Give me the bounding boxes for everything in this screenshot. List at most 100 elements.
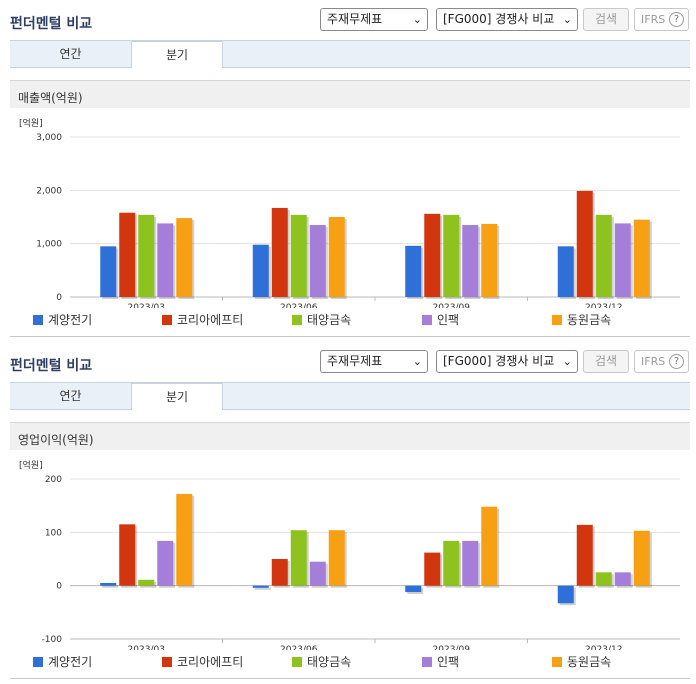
y-tick-label: 1,000 xyxy=(36,240,62,250)
bar xyxy=(424,213,441,297)
bar xyxy=(633,219,650,297)
legend-item[interactable]: 인팩 xyxy=(422,653,459,670)
help-icon[interactable]: ? xyxy=(669,354,684,369)
y-tick-label: 0 xyxy=(56,582,62,592)
legend-label: 동원금속 xyxy=(567,313,612,327)
legend-label: 인팩 xyxy=(437,655,460,669)
legend-label: 코리아에프티 xyxy=(177,655,244,669)
help-icon[interactable]: ? xyxy=(669,12,684,27)
bar xyxy=(176,493,193,586)
bar xyxy=(100,246,117,297)
legend-swatch xyxy=(162,315,172,325)
panel-title: 펀더멘털 비교 xyxy=(10,358,93,374)
bar xyxy=(271,207,288,297)
ifrs-button[interactable]: IFRS ? xyxy=(634,8,689,31)
sales-bar-chart: [억원] 0 1,000 2,000 3,000 2023/03 2023/06 2023/0… xyxy=(19,117,680,308)
legend-item[interactable]: 태양금속 xyxy=(292,311,351,328)
legend-swatch xyxy=(422,657,432,667)
bar xyxy=(576,190,593,297)
y-tick-label: 100 xyxy=(45,528,62,538)
section-header: 매출액(억원) xyxy=(10,80,690,108)
bar xyxy=(328,217,345,297)
bar xyxy=(252,585,269,588)
ifrs-label: IFRS xyxy=(641,355,666,368)
legend-item[interactable]: 동원금속 xyxy=(552,311,611,328)
bar xyxy=(252,244,269,297)
bar xyxy=(271,559,288,586)
bar xyxy=(557,246,574,297)
search-button[interactable]: 검색 xyxy=(583,350,629,373)
chevron-down-icon: ⌄ xyxy=(412,355,422,368)
chevron-down-icon: ⌄ xyxy=(562,355,572,368)
bar xyxy=(481,223,498,297)
bar xyxy=(290,214,307,297)
statement-select[interactable]: 주재무제표 ⌄ xyxy=(320,8,428,31)
bar xyxy=(405,585,422,593)
bar-shadow xyxy=(254,587,271,590)
bar xyxy=(100,583,117,586)
bar xyxy=(633,530,650,586)
compare-select-value: [FG000] 경쟁사 비교 xyxy=(443,12,555,26)
legend-swatch xyxy=(552,657,562,667)
x-tick-label: 2023/09 xyxy=(433,303,471,308)
legend-label: 동원금속 xyxy=(567,655,612,669)
legend-label: 태양금속 xyxy=(307,313,352,327)
x-tick-label: 2023/12 xyxy=(585,645,622,650)
legend-item[interactable]: 코리아에프티 xyxy=(162,653,243,670)
legend-item[interactable]: 인팩 xyxy=(422,311,459,328)
bar xyxy=(576,524,593,586)
y-unit-label: [억원] xyxy=(19,459,43,471)
legend-swatch xyxy=(292,657,302,667)
bar xyxy=(157,540,174,586)
statement-select-value: 주재무제표 xyxy=(327,12,383,26)
legend-swatch xyxy=(33,315,43,325)
x-tick-label: 2023/03 xyxy=(128,645,165,650)
compare-select-value: [FG000] 경쟁사 비교 xyxy=(443,354,555,368)
bar xyxy=(462,540,479,586)
bar xyxy=(595,214,612,297)
bar xyxy=(443,540,460,586)
y-tick-label: 3,000 xyxy=(36,133,62,143)
x-tick-label: 2023/06 xyxy=(280,645,318,650)
bar xyxy=(290,530,307,586)
statement-select-value: 주재무제표 xyxy=(327,354,383,368)
bar xyxy=(138,579,155,586)
y-tick-label: 0 xyxy=(56,293,62,303)
legend-swatch xyxy=(422,315,432,325)
legend-item[interactable]: 태양금속 xyxy=(292,653,351,670)
bar xyxy=(405,245,422,297)
legend-item[interactable]: 계양전기 xyxy=(33,653,92,670)
bar xyxy=(462,225,479,297)
tab-annual[interactable]: 연간 xyxy=(59,389,82,403)
legend-swatch xyxy=(292,315,302,325)
tab-quarterly[interactable]: 분기 xyxy=(131,382,223,410)
panel-divider xyxy=(10,678,690,679)
y-tick-label: 200 xyxy=(45,475,62,485)
bar xyxy=(309,561,326,586)
tab-quarterly[interactable]: 분기 xyxy=(131,40,223,68)
period-tabs: 연간 분기 xyxy=(10,382,690,410)
legend-item[interactable]: 코리아에프티 xyxy=(162,311,243,328)
period-tabs: 연간 분기 xyxy=(10,40,690,68)
search-button[interactable]: 검색 xyxy=(583,8,629,31)
fundamental-panel-sales: 펀더멘털 비교 주재무제표 ⌄ [FG000] 경쟁사 비교 ⌄ 검색 IFRS… xyxy=(10,8,690,337)
bar xyxy=(176,218,193,297)
ifrs-button[interactable]: IFRS ? xyxy=(634,350,689,373)
legend-label: 태양금속 xyxy=(307,655,352,669)
bar xyxy=(119,212,136,297)
legend-item[interactable]: 계양전기 xyxy=(33,311,92,328)
statement-select[interactable]: 주재무제표 ⌄ xyxy=(320,350,428,373)
legend-item[interactable]: 동원금속 xyxy=(552,653,611,670)
bar xyxy=(424,552,441,586)
bar xyxy=(614,223,631,297)
compare-select[interactable]: [FG000] 경쟁사 비교 ⌄ xyxy=(436,8,578,31)
section-title: 매출액(억원) xyxy=(18,91,83,105)
panel-divider xyxy=(10,336,690,337)
tab-annual[interactable]: 연간 xyxy=(59,47,82,61)
legend-swatch xyxy=(33,657,43,667)
bar xyxy=(138,214,155,297)
bar xyxy=(157,223,174,297)
legend-label: 계양전기 xyxy=(48,655,93,669)
compare-select[interactable]: [FG000] 경쟁사 비교 ⌄ xyxy=(436,350,578,373)
panel-title: 펀더멘털 비교 xyxy=(10,16,93,32)
